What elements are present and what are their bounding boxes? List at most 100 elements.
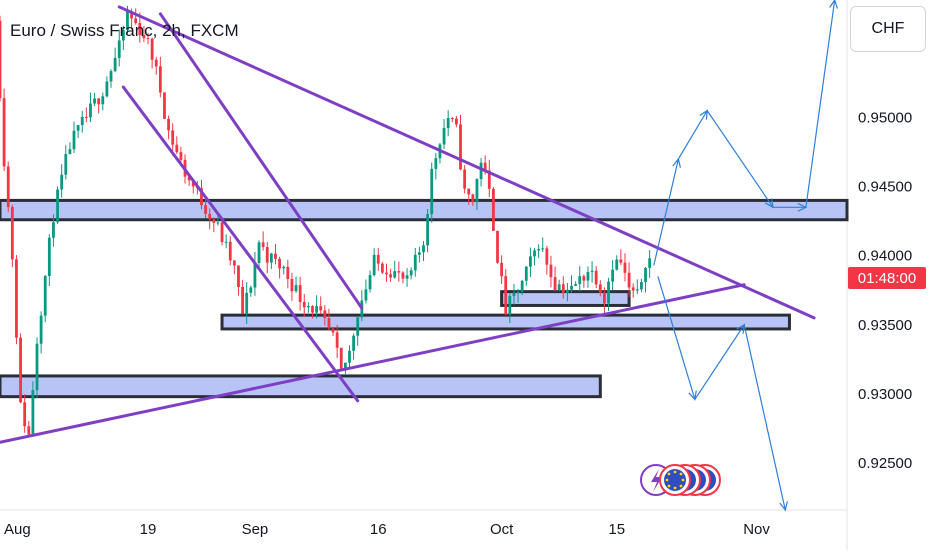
zone-0.9430 (0, 198, 849, 222)
candle-body (578, 276, 582, 285)
candle-body (459, 124, 462, 170)
candle-body (603, 292, 606, 304)
candle-body (232, 260, 236, 266)
flash-bolt-icon (651, 469, 662, 492)
candle-body (627, 272, 631, 288)
projection-layer[interactable] (653, 0, 838, 512)
candle-body (339, 347, 343, 369)
candle-body (249, 287, 253, 293)
candle-body (323, 310, 327, 319)
candle-body (97, 98, 101, 105)
candle-body (631, 287, 635, 291)
candle-body (446, 117, 450, 129)
candle-body (467, 188, 471, 195)
candle-body (224, 241, 228, 243)
candle-body (566, 289, 569, 293)
candle-body (508, 295, 512, 315)
candle-body (146, 38, 150, 40)
candle-body (47, 237, 51, 277)
trendline-layer[interactable] (0, 5, 816, 444)
candle-body (80, 116, 84, 126)
zone-0.9305 (0, 374, 602, 399)
candle-layer (0, 5, 652, 438)
candle-body (43, 276, 47, 316)
candle-body (15, 259, 18, 338)
candle-body (274, 253, 277, 259)
candle-body (426, 214, 430, 246)
candle-body (409, 270, 413, 276)
projection-arrowhead (764, 198, 774, 209)
candle-body (574, 284, 578, 286)
flag-icons[interactable] (640, 464, 721, 496)
countdown-badge: 01:48:00 (848, 267, 926, 289)
candle-body (635, 289, 639, 291)
candle-body (113, 57, 117, 72)
candle-body (290, 279, 294, 292)
candle-body (561, 284, 565, 293)
bullish-projection[interactable] (653, 0, 836, 266)
time-tick-label: 16 (370, 521, 387, 538)
candle-body (327, 318, 331, 329)
candle-body (76, 125, 80, 131)
channel-upper[interactable] (158, 12, 364, 310)
projection-arrowhead (736, 323, 745, 334)
candle-body (586, 271, 590, 281)
candle-body (10, 207, 14, 260)
channel-lower[interactable] (121, 85, 360, 403)
candle-body (6, 166, 10, 208)
candle-body (512, 292, 516, 296)
candle-body (117, 40, 121, 58)
candle-body (479, 162, 483, 180)
candle-body (364, 289, 368, 301)
candle-body (27, 426, 31, 435)
candle-body (212, 219, 216, 223)
currency-button[interactable]: CHF (850, 6, 926, 52)
bearish-projection[interactable] (657, 276, 786, 511)
time-tick-label: Nov (743, 521, 770, 538)
candle-body (171, 130, 175, 145)
candle-body (84, 116, 88, 118)
candle-body (496, 230, 499, 263)
time-axis-labels: Aug 19 Sep 16 Oct 15 Nov (4, 521, 770, 538)
price-tick-label: 0.95000 (858, 109, 912, 126)
candle-body (134, 18, 138, 24)
candle-body (619, 259, 623, 263)
candle-body (237, 265, 240, 287)
candle-body (356, 317, 360, 336)
candle-body (529, 256, 532, 267)
candle-body (228, 241, 232, 261)
candle-body (311, 306, 314, 313)
ascending-support[interactable] (0, 283, 746, 444)
candle-body (150, 38, 154, 60)
candle-body (241, 286, 244, 314)
time-tick-label: 19 (140, 521, 157, 538)
candle-body (352, 335, 356, 351)
price-tick-label: 0.93000 (858, 386, 912, 403)
price-tick-label: 0.92500 (858, 455, 912, 472)
candle-body (286, 266, 290, 280)
candle-body (216, 222, 220, 224)
candle-body (549, 264, 553, 278)
candle-body (101, 96, 105, 105)
candle-body (121, 30, 125, 41)
candle-body (105, 81, 109, 97)
candle-body (368, 275, 372, 290)
candle-body (56, 189, 59, 223)
descending-resistance[interactable] (117, 5, 816, 320)
projection-arrowhead (829, 0, 838, 9)
candle-body (93, 98, 96, 104)
candle-body (434, 158, 438, 169)
candle-body (89, 103, 92, 118)
candle-body (590, 270, 594, 272)
candle-body (598, 284, 602, 293)
candle-body (294, 285, 298, 292)
projection-arrowhead (779, 501, 788, 512)
candle-body (607, 281, 610, 304)
chart-title: Euro / Swiss Franc, 2h, FXCM (10, 21, 239, 40)
candle-body (154, 59, 158, 67)
candle-body (487, 170, 491, 189)
candle-body (557, 284, 561, 291)
candle-body (130, 11, 133, 19)
